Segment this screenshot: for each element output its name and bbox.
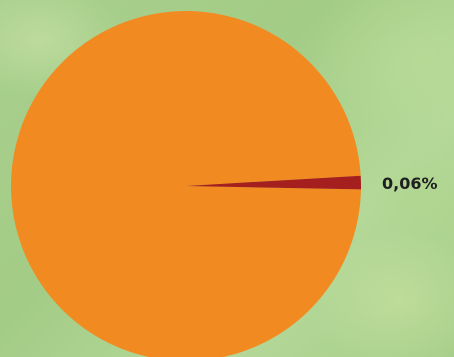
pie-slice-major xyxy=(11,11,361,357)
pie-slice-minor xyxy=(186,175,361,190)
data-label-minor-slice: 0,06% xyxy=(382,174,438,193)
